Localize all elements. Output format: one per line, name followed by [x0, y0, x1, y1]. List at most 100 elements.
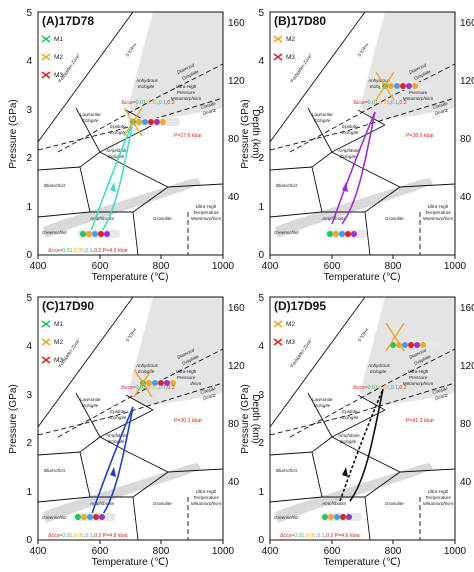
y-tick-2: 2 [26, 438, 32, 449]
svg-text:M2: M2 [54, 339, 63, 346]
retro-point-2 [81, 514, 87, 520]
legend-m3: M3 [41, 356, 63, 364]
x-tick-1000: 1000 [444, 546, 467, 557]
annotation-peak-pressure: P=27.6 kbar [174, 133, 202, 139]
panel-title: (B)17D80 [274, 14, 326, 28]
peak-point-4 [400, 83, 406, 89]
x-axis-label: Temperature (℃) [92, 272, 169, 283]
label-greenschist: Greenschist [274, 230, 299, 235]
legend-m3: M3 [273, 53, 295, 61]
label-epidote: Epidote Eclogite [342, 409, 359, 420]
y-axis-right: 40 80 120 160 Depth (km) [460, 303, 474, 488]
depth-tick-40: 40 [228, 192, 240, 203]
retro-point-4 [340, 514, 346, 520]
x-tick-800: 800 [385, 546, 402, 557]
x-tick-400: 400 [262, 546, 279, 557]
peak-point-4 [148, 119, 154, 125]
label-blueschist: Blueschist [276, 468, 298, 473]
legend-m1: M1 [41, 320, 63, 328]
label-amphibolite: Amphibolite [89, 501, 114, 506]
plot-frame [269, 296, 456, 541]
y-axis-right: 40 80 120 160 Depth (km) [460, 18, 474, 203]
pt-path-prograde [339, 388, 384, 502]
label-granulite: Granulite [385, 216, 404, 221]
panel-b: "Forbidden Zone" 5℃/km Diamond Graphite … [240, 8, 474, 283]
x-tick-1000: 1000 [444, 261, 467, 272]
reaction-crossing [133, 368, 153, 398]
diamond-graphite-boundary [289, 63, 455, 153]
peak-point-6 [420, 342, 426, 348]
y-axis-left: 0 1 2 3 4 5 Pressure (GPa) [8, 293, 32, 546]
peak-point-2 [136, 119, 142, 125]
diamond-graphite-boundary [57, 63, 223, 153]
label-uht: Ultra-High Temperature Metamorphism [423, 489, 454, 506]
peak-point-5 [164, 380, 170, 386]
label-quartz: Quartz [434, 392, 449, 401]
peak-point-2 [146, 380, 152, 386]
x-axis: 400 600 800 1000 Temperature (℃) [262, 540, 467, 568]
label-gradient: 5℃/km [125, 42, 138, 57]
retro-point-2 [328, 514, 334, 520]
depth-tick-120: 120 [460, 76, 474, 87]
y-tick-1: 1 [258, 202, 264, 213]
peak-point-6 [170, 380, 176, 386]
retro-point-5 [104, 231, 110, 237]
peak-point-3 [402, 342, 408, 348]
depth-tick-40: 40 [460, 192, 472, 203]
retro-point-3 [334, 514, 340, 520]
y-axis-left-label: Pressure (GPa) [240, 384, 251, 453]
peak-point-3 [152, 380, 158, 386]
y-tick-2: 2 [26, 153, 32, 164]
depth-tick-80: 80 [228, 419, 240, 430]
legend: M1 M2 M3 [273, 35, 295, 61]
y-axis-left-label: Pressure (GPa) [240, 99, 251, 168]
x-tick-1000: 1000 [212, 261, 235, 272]
x-tick-600: 600 [92, 261, 109, 272]
y-tick-1: 1 [26, 202, 32, 213]
depth-tick-120: 120 [228, 361, 245, 372]
y-tick-3: 3 [258, 105, 264, 116]
label-quartz: Quartz [202, 107, 217, 116]
label-granulite: Granulite [153, 501, 172, 506]
label-anhydrous: Anhydrous Eclogite [135, 78, 159, 89]
y-axis-left: 0 1 2 3 4 5 Pressure (GPa) [240, 8, 264, 261]
depth-tick-120: 120 [460, 361, 474, 372]
panel-title: (D)17D95 [274, 299, 326, 313]
annotation-peak-accs: Δccs=0.01,0.05,0.1,0.2 [121, 100, 174, 106]
pt-path-retrograde [341, 111, 376, 225]
y-axis-left-label: Pressure (GPa) [8, 384, 19, 453]
y-tick-3: 3 [26, 390, 32, 401]
label-quartz: Quartz [434, 107, 449, 116]
label-blueschist: Blueschist [276, 183, 298, 188]
legend-m2: M2 [273, 35, 295, 43]
coesite-quartz-boundary [38, 382, 223, 436]
plot-frame [269, 11, 456, 256]
label-anhydrous: Anhydrous Eclogite [367, 363, 391, 374]
x-tick-600: 600 [92, 546, 109, 557]
panel-c: "Forbidden Zone" 5℃/km Diamond Graphite … [8, 293, 261, 568]
label-uht: Ultra-High Temperature Metamorphism [191, 204, 222, 221]
depth-tick-160: 160 [460, 18, 474, 29]
x-tick-400: 400 [262, 261, 279, 272]
x-tick-800: 800 [385, 261, 402, 272]
forbidden-zone-line [270, 12, 366, 143]
label-greenschist: Greenschist [42, 230, 67, 235]
label-amphibolite: Amphibolite [89, 216, 114, 221]
y-tick-5: 5 [26, 293, 32, 304]
retro-point-4 [345, 231, 351, 237]
retro-point-4 [98, 231, 104, 237]
label-granulite: Granulite [153, 216, 172, 221]
depth-tick-80: 80 [228, 134, 240, 145]
x-axis-label: Temperature (℃) [324, 272, 401, 283]
x-tick-400: 400 [30, 261, 47, 272]
legend: M1 M2 M3 [41, 35, 63, 79]
peak-stage-markers [128, 118, 180, 126]
retro-stage-markers [73, 513, 115, 521]
y-axis-left: 0 1 2 3 4 5 Pressure (GPa) [8, 8, 32, 261]
label-greenschist: Greenschist [274, 515, 299, 520]
reaction-crossing [375, 71, 395, 101]
label-coesite: Coesite [200, 386, 217, 395]
